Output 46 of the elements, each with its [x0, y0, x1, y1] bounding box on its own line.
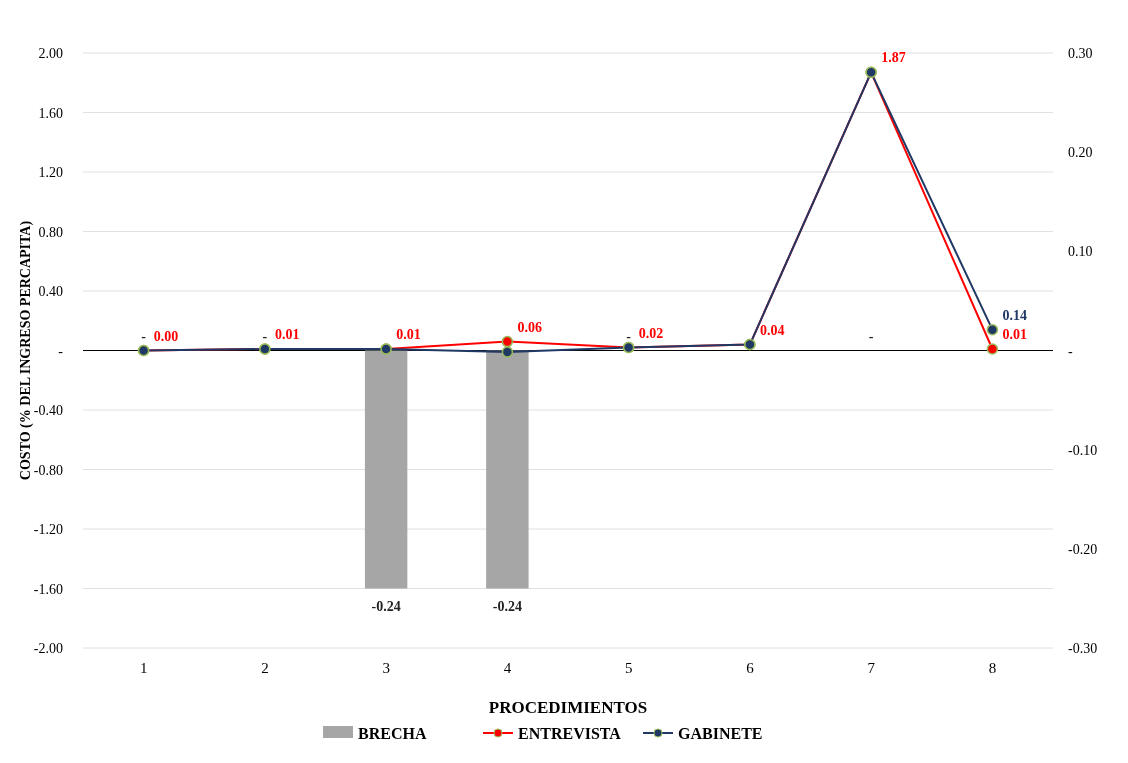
data-label: -	[868, 328, 874, 344]
y2-tick-label: -0.30	[1068, 641, 1098, 656]
data-label: 0.01	[396, 327, 421, 343]
y-tick-label: 1.60	[38, 105, 63, 121]
data-label: 0.06	[517, 319, 542, 335]
x-tick-label: 8	[988, 660, 997, 676]
data-label: -0.24	[492, 598, 522, 614]
data-label: 0.01	[274, 327, 300, 343]
x-tick-label: 7	[867, 660, 876, 676]
data-label: -0.24	[371, 598, 401, 614]
data-label: -	[141, 328, 147, 344]
y2-tick-label: -0.10	[1068, 442, 1098, 458]
data-label: 0.04	[759, 322, 785, 338]
x-axis-title: PROCEDIMIENTOS	[488, 698, 648, 717]
x-tick-label: 3	[382, 660, 390, 676]
x-tick-label: 6	[746, 660, 755, 676]
x-tick-label: 2	[261, 660, 269, 676]
y2-tick-label: 0.10	[1068, 244, 1093, 260]
y-tick-label: 2.00	[38, 46, 63, 61]
data-label: 0.00	[153, 328, 179, 344]
data-label: 0.14	[1002, 307, 1027, 323]
y-tick-label: 0.40	[38, 284, 63, 299]
y-tick-label: -0.40	[33, 403, 63, 418]
y2-tick-label: 0.20	[1068, 145, 1093, 161]
data-label: 1.87	[881, 50, 906, 66]
y2-tick-label: -	[1068, 343, 1073, 359]
y-tick-label: -	[58, 343, 64, 359]
x-tick-label: 1	[139, 660, 148, 676]
legend-label: ENTREVISTA	[518, 725, 622, 742]
x-tick-label: 5	[624, 660, 633, 676]
data-label: 0.01	[1002, 327, 1027, 343]
data-label: -	[262, 328, 268, 344]
y-tick-label: -1.20	[33, 522, 63, 537]
x-tick-label: 4	[503, 660, 512, 676]
y2-tick-label: 0.30	[1068, 46, 1093, 61]
data-label: 0.02	[638, 325, 664, 341]
y2-tick-label: -0.20	[1068, 541, 1098, 557]
y-tick-label: -0.80	[33, 462, 63, 478]
y-axis-title: COSTO (% DEL INGRESO PERCAPITA)	[18, 220, 34, 481]
data-label: -	[626, 328, 632, 344]
y-tick-label: 0.80	[38, 224, 63, 240]
y-tick-label: -2.00	[33, 641, 63, 656]
legend-label: BRECHA	[358, 725, 427, 742]
y-tick-label: 1.20	[38, 165, 63, 180]
y-tick-label: -1.60	[33, 581, 63, 597]
legend-label: GABINETE	[678, 725, 763, 742]
